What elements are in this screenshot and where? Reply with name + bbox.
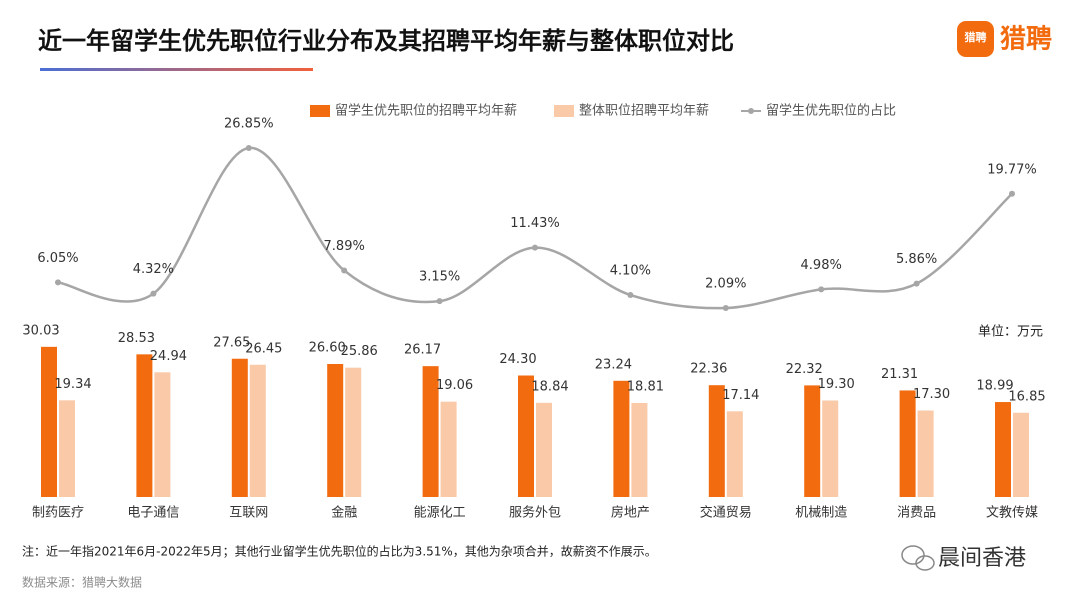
x-tick-label: 能源化工 bbox=[414, 506, 466, 521]
bar bbox=[136, 354, 153, 497]
legend-label: 留学生优先职位的占比 bbox=[766, 103, 896, 119]
bar bbox=[440, 401, 457, 497]
line-point bbox=[341, 267, 348, 274]
line-point bbox=[913, 280, 920, 287]
line-point bbox=[627, 292, 634, 299]
data-label: 2.09% bbox=[705, 276, 746, 291]
data-label: 4.98% bbox=[801, 258, 842, 273]
data-label: 22.36 bbox=[690, 362, 727, 377]
bar bbox=[917, 410, 934, 497]
title-underline bbox=[40, 68, 313, 71]
data-label: 28.53 bbox=[118, 331, 155, 346]
data-label: 3.15% bbox=[419, 270, 460, 285]
logo-icon-text: 猎聘 bbox=[965, 30, 987, 44]
data-label: 30.03 bbox=[22, 323, 59, 338]
source: 数据来源：猎聘大数据 bbox=[22, 575, 142, 590]
bar bbox=[822, 400, 839, 497]
data-label: 11.43% bbox=[510, 216, 560, 231]
line-point bbox=[150, 290, 157, 297]
x-tick-label: 服务外包 bbox=[509, 505, 561, 521]
bar bbox=[726, 411, 743, 497]
data-label: 18.99 bbox=[976, 379, 1013, 394]
line-point bbox=[532, 244, 538, 251]
legend-swatch bbox=[554, 105, 574, 117]
line-point bbox=[245, 145, 252, 152]
data-label: 19.06 bbox=[436, 378, 473, 393]
data-label: 25.86 bbox=[341, 344, 378, 359]
data-label: 19.30 bbox=[818, 377, 855, 392]
x-tick-label: 互联网 bbox=[229, 506, 268, 521]
note: 注：近一年指2021年6月-2022年5月；其他行业留学生优先职位的占比为3.5… bbox=[22, 544, 657, 559]
data-label: 26.17 bbox=[404, 343, 441, 358]
x-tick-label: 制药医疗 bbox=[32, 506, 84, 521]
bar bbox=[231, 358, 248, 497]
chart-title: 近一年留学生优先职位行业分布及其招聘平均年薪与整体职位对比 bbox=[38, 27, 734, 55]
x-tick-label: 金融 bbox=[331, 505, 357, 521]
bar bbox=[804, 385, 821, 497]
data-label: 26.85% bbox=[224, 117, 274, 132]
bar bbox=[41, 346, 57, 497]
data-label: 19.77% bbox=[987, 162, 1037, 177]
line-point bbox=[1009, 190, 1015, 197]
line-point bbox=[818, 286, 825, 293]
bar bbox=[708, 385, 725, 497]
data-label: 18.81 bbox=[627, 379, 664, 394]
data-label: 16.85 bbox=[1008, 389, 1045, 404]
data-label: 27.65 bbox=[213, 335, 250, 350]
bar bbox=[154, 372, 171, 497]
bar bbox=[899, 390, 916, 497]
bar bbox=[518, 375, 534, 497]
bar bbox=[1013, 412, 1029, 497]
x-tick-label: 交通贸易 bbox=[700, 505, 752, 521]
line-point bbox=[55, 279, 61, 286]
data-label: 19.34 bbox=[54, 377, 91, 392]
line bbox=[57, 146, 1013, 310]
bar bbox=[631, 402, 648, 497]
data-label: 17.14 bbox=[722, 388, 759, 403]
data-label: 4.10% bbox=[610, 264, 651, 279]
x-tick-label: 文教传媒 bbox=[986, 505, 1038, 521]
x-tick-label: 电子通信 bbox=[127, 506, 179, 521]
bar bbox=[59, 400, 75, 497]
legend-label: 留学生优先职位的招聘平均年薪 bbox=[335, 103, 517, 119]
x-tick-label: 房地产 bbox=[611, 505, 650, 521]
data-label: 18.84 bbox=[531, 379, 568, 394]
bar bbox=[345, 367, 362, 497]
watermark: 晨间香港 bbox=[938, 546, 1026, 571]
bar bbox=[327, 364, 344, 497]
legend-dot bbox=[748, 108, 754, 114]
logo-text: 猎聘 bbox=[1000, 25, 1052, 55]
line-point bbox=[436, 298, 443, 305]
data-label: 21.31 bbox=[881, 367, 918, 382]
legend-swatch bbox=[310, 105, 330, 117]
data-label: 7.89% bbox=[324, 239, 365, 254]
data-label: 24.94 bbox=[150, 349, 187, 364]
x-tick-label: 机械制造 bbox=[795, 506, 847, 521]
logo-icon bbox=[957, 21, 994, 57]
bar bbox=[536, 402, 552, 497]
data-label: 23.24 bbox=[595, 357, 632, 372]
data-label: 6.05% bbox=[37, 251, 78, 266]
bar bbox=[249, 364, 266, 497]
data-label: 4.32% bbox=[133, 262, 174, 277]
data-label: 22.32 bbox=[786, 362, 823, 377]
bar bbox=[995, 402, 1011, 497]
x-tick-label: 消费品 bbox=[897, 506, 936, 521]
line-point bbox=[722, 304, 729, 311]
data-label: 24.30 bbox=[499, 352, 536, 367]
unit-label: 单位：万元 bbox=[978, 325, 1043, 340]
watermark-icon bbox=[901, 545, 935, 571]
bar bbox=[613, 380, 630, 497]
data-label: 26.45 bbox=[245, 341, 282, 356]
data-label: 17.30 bbox=[913, 387, 950, 402]
legend-label: 整体职位招聘平均年薪 bbox=[579, 104, 709, 119]
data-label: 5.86% bbox=[896, 252, 937, 267]
bar bbox=[422, 366, 439, 497]
data-label: 26.60 bbox=[309, 341, 346, 356]
